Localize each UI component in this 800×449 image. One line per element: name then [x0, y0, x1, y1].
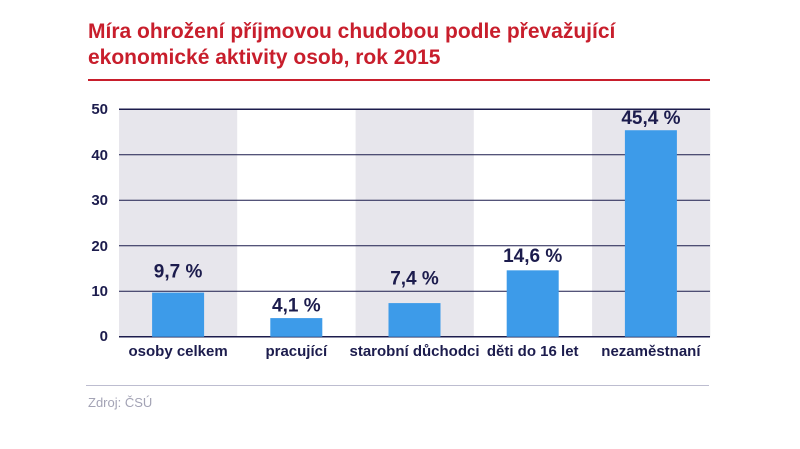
svg-text:30: 30 [91, 192, 108, 209]
svg-text:45,4 %: 45,4 % [621, 108, 680, 129]
svg-text:40: 40 [91, 147, 108, 164]
svg-text:10: 10 [91, 283, 108, 300]
svg-text:starobní důchodci: starobní důchodci [349, 343, 479, 360]
svg-text:děti do 16 let: děti do 16 let [487, 343, 579, 360]
svg-text:9,7 %: 9,7 % [154, 261, 203, 282]
svg-text:pracující: pracující [265, 343, 328, 360]
svg-text:nezaměstnaní: nezaměstnaní [601, 343, 701, 360]
svg-text:7,4 %: 7,4 % [390, 269, 439, 290]
svg-text:14,6 %: 14,6 % [503, 246, 562, 267]
svg-text:4,1 %: 4,1 % [272, 295, 321, 316]
svg-text:50: 50 [91, 101, 108, 118]
svg-text:osoby celkem: osoby celkem [128, 343, 227, 360]
svg-text:20: 20 [91, 238, 108, 255]
svg-text:0: 0 [100, 328, 108, 345]
